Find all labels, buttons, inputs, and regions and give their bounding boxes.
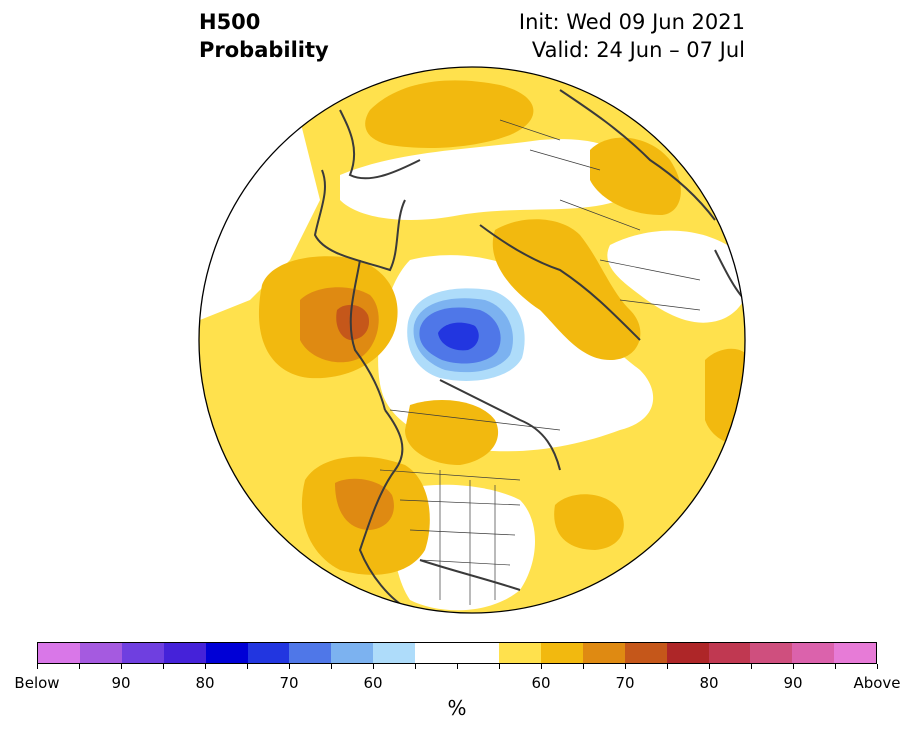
below-75-region <box>438 322 479 351</box>
political-borders <box>379 119 701 605</box>
colorbar-tick <box>667 664 668 669</box>
colorbar-tick <box>121 664 122 669</box>
map-boundary <box>198 66 746 614</box>
colorbar-tick-label: Above <box>853 674 901 692</box>
colorbar-cell <box>582 643 625 663</box>
colorbar-tick-label: Below <box>14 674 60 692</box>
colorbar-tick-label: 90 <box>111 674 131 692</box>
colorbar-cell <box>121 643 164 663</box>
colorbar-tick <box>583 664 584 669</box>
title-metric: Probability <box>199 38 329 62</box>
coastlines <box>313 89 745 611</box>
colorbar-tick <box>877 664 878 669</box>
colorbar-cell <box>498 643 541 663</box>
above-65-region <box>365 80 534 148</box>
colorbar-cell <box>415 643 458 663</box>
chart-title: H500 Probability <box>199 8 329 64</box>
probability-field <box>199 67 745 613</box>
colorbar-tick <box>499 664 500 669</box>
colorbar-tick <box>835 664 836 669</box>
above-75-region <box>336 304 370 340</box>
near-normal-region <box>607 230 745 323</box>
colorbar-cell <box>750 643 793 663</box>
colorbar-tick <box>793 664 794 669</box>
colorbar-tick-label: 60 <box>531 674 551 692</box>
colorbar-cell <box>163 643 206 663</box>
colorbar-cell <box>457 643 499 663</box>
colorbar-cell <box>205 643 248 663</box>
above-65-region <box>590 137 681 215</box>
colorbar-cell <box>708 643 751 663</box>
colorbar-cell <box>373 643 416 663</box>
colorbar-tick-label: 70 <box>615 674 635 692</box>
colorbar-tick-label: 70 <box>279 674 299 692</box>
colorbar-tick <box>457 664 458 669</box>
colorbar-tick-label: 80 <box>699 674 719 692</box>
colorbar-tick <box>37 664 38 669</box>
colorbar-tick <box>289 664 290 669</box>
near-normal-region <box>340 139 629 220</box>
colorbar-cell <box>247 643 290 663</box>
colorbar-tick <box>709 664 710 669</box>
chart-dates: Init: Wed 09 Jun 2021 Valid: 24 Jun – 07… <box>519 8 745 64</box>
colorbar-tick <box>247 664 248 669</box>
colorbar-cell <box>540 643 583 663</box>
init-date: Init: Wed 09 Jun 2021 <box>518 10 745 34</box>
colorbar-cell <box>834 643 877 663</box>
colorbar-tick <box>751 664 752 669</box>
colorbar-tick-label: 60 <box>363 674 383 692</box>
colorbar-tick-label: 90 <box>783 674 803 692</box>
colorbar-tick <box>79 664 80 669</box>
above-65-region <box>554 494 624 550</box>
above-70-region <box>335 478 394 530</box>
colorbar-tick <box>205 664 206 669</box>
colorbar <box>37 642 877 664</box>
colorbar-tick-label: 80 <box>195 674 215 692</box>
colorbar-cell <box>289 643 332 663</box>
colorbar-cell <box>331 643 374 663</box>
colorbar-cell <box>38 643 80 663</box>
above-65-region <box>492 219 641 360</box>
colorbar-tick <box>163 664 164 669</box>
colorbar-tick <box>331 664 332 669</box>
above-65-region <box>405 400 499 465</box>
above-65-region <box>705 348 745 444</box>
title-variable: H500 <box>199 10 261 34</box>
colorbar-unit-label: % <box>447 696 467 720</box>
colorbar-cell <box>666 643 709 663</box>
colorbar-cell <box>792 643 835 663</box>
colorbar-tick <box>541 664 542 669</box>
polar-map <box>198 66 746 614</box>
colorbar-cell <box>624 643 667 663</box>
colorbar-tick <box>625 664 626 669</box>
valid-range: Valid: 24 Jun – 07 Jul <box>531 38 745 62</box>
colorbar-tick <box>373 664 374 669</box>
colorbar-tick <box>415 664 416 669</box>
colorbar-ticks <box>37 664 878 670</box>
colorbar-cell <box>79 643 122 663</box>
